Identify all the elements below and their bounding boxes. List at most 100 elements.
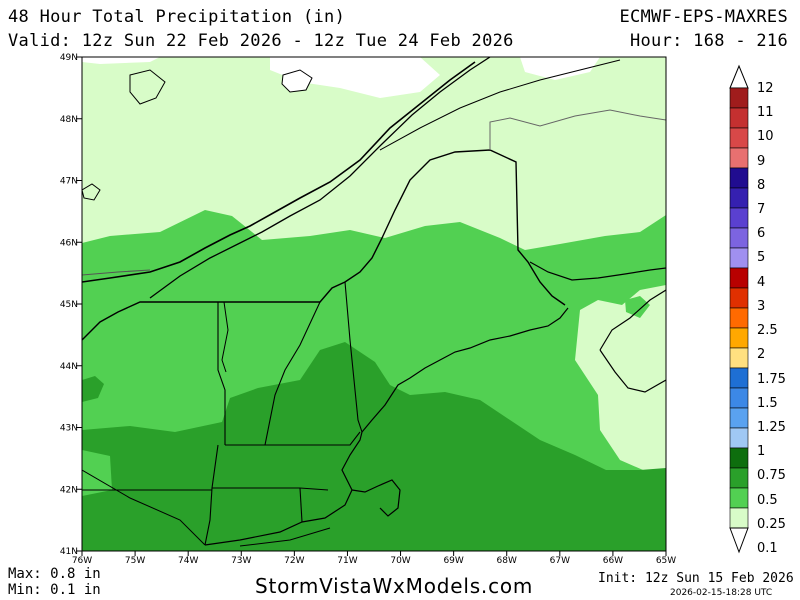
lake-champlain — [221, 301, 229, 373]
lon-label: 71W — [337, 556, 357, 566]
colorbar-level-label: 10 — [757, 129, 774, 145]
lon-label: 76W — [72, 556, 92, 566]
colorbar-level-label: 1.5 — [757, 395, 778, 411]
lat-label: 49N — [60, 53, 78, 63]
colorbar-swatch — [729, 347, 749, 369]
lon-label: 65W — [656, 556, 676, 566]
site-watermark: StormVistaWxModels.com — [255, 574, 534, 598]
precip-band-0-5 — [82, 342, 666, 551]
lon-label: 66W — [603, 556, 623, 566]
state-line — [217, 302, 226, 445]
state-line — [299, 487, 303, 523]
colorbar-level-label: 0.1 — [757, 541, 778, 556]
river — [82, 269, 151, 276]
state-line — [82, 469, 206, 546]
coastline-nova-scotia — [599, 349, 666, 393]
colorbar-level-label: 6 — [757, 226, 766, 242]
colorbar-swatch — [729, 407, 749, 429]
border-us-canada — [82, 149, 566, 341]
colorbar-level-label: 5 — [757, 250, 766, 266]
coastline — [204, 307, 569, 546]
colorbar-swatch — [729, 367, 749, 389]
latitude-axis: 49N 48N 47N 46N 45N 44N 43N 42N 41N — [60, 53, 82, 557]
colorbar-level-label: 0.5 — [757, 492, 778, 508]
lat-label: 47N — [60, 177, 78, 187]
colorbar-swatch — [729, 327, 749, 349]
state-line — [264, 301, 321, 446]
lon-label: 67W — [550, 556, 570, 566]
colorbar-level-label: 1 — [757, 444, 766, 460]
precip-band-0-25 — [82, 450, 112, 496]
colorbar-swatch — [729, 167, 749, 189]
border-province — [489, 109, 666, 150]
state-line — [344, 281, 363, 433]
no-precip-area — [520, 57, 600, 80]
lat-label: 48N — [60, 115, 78, 125]
colorbar-swatch — [729, 487, 749, 509]
state-line — [225, 431, 361, 446]
colorbar-level-label: 1.75 — [757, 371, 786, 387]
model-name: ECMWF-EPS-MAXRES — [619, 7, 788, 27]
no-precip-area — [270, 57, 440, 98]
colorbar-swatch — [729, 287, 749, 309]
lon-label: 68W — [497, 556, 517, 566]
lon-label: 75W — [125, 556, 145, 566]
colorbar-swatch — [729, 307, 749, 329]
forecast-hour: Hour: 168 - 216 — [629, 31, 788, 51]
lat-label: 42N — [60, 485, 78, 495]
colorbar-level-label: 7 — [757, 202, 766, 218]
colorbar-level-label: 2.5 — [757, 323, 778, 339]
lake — [129, 69, 166, 105]
colorbar-swatch — [729, 187, 749, 209]
colorbar-arrow-bottom — [729, 527, 749, 554]
lat-label: 43N — [60, 424, 78, 434]
colorbar-swatch — [729, 267, 749, 289]
colorbar-level-label: 0.75 — [757, 468, 786, 484]
coastline-nova-scotia — [599, 289, 666, 351]
colorbar-swatch — [729, 87, 749, 109]
lat-label: 45N — [60, 300, 78, 310]
no-precip-area — [82, 57, 160, 64]
colorbar-level-label: 11 — [757, 105, 774, 121]
colorbar-swatch — [729, 427, 749, 449]
lon-label: 69W — [443, 556, 463, 566]
lat-label: 46N — [60, 238, 78, 248]
colorbar-level-label: 0.25 — [757, 516, 786, 532]
colorbar-level-label: 12 — [757, 81, 774, 96]
colorbar-swatch — [729, 247, 749, 269]
colorbar-level-label: 3 — [757, 298, 766, 314]
lat-label: 44N — [60, 362, 78, 372]
precip-band-0-5 — [82, 376, 104, 402]
min-value: Min: 0.1 in — [8, 582, 101, 598]
colorbar-swatch — [729, 107, 749, 129]
colorbar-level-label: 9 — [757, 153, 766, 169]
cape-cod — [351, 479, 401, 517]
colorbar-swatch — [729, 207, 749, 229]
st-lawrence-river — [82, 61, 476, 283]
colorbar-level-label: 8 — [757, 177, 766, 193]
river — [379, 59, 621, 151]
valid-period: Valid: 12z Sun 22 Feb 2026 - 12z Tue 24 … — [8, 31, 514, 51]
colorbar-swatch — [729, 147, 749, 169]
precip-band-0-25 — [625, 296, 650, 318]
island — [82, 183, 101, 201]
colorbar-level-label: 4 — [757, 274, 766, 290]
lon-label: 73W — [231, 556, 251, 566]
init-time: Init: 12z Sun 15 Feb 2026 — [598, 571, 794, 586]
state-line — [204, 444, 219, 546]
lon-label: 72W — [284, 556, 304, 566]
lat-label: 41N — [60, 547, 78, 557]
colorbar-arrow-top — [729, 64, 749, 89]
generated-timestamp: 2026-02-15-18:28 UTC — [670, 588, 773, 598]
colorbar-swatch — [729, 447, 749, 469]
colorbar-swatch — [729, 387, 749, 409]
lon-label: 70W — [390, 556, 410, 566]
long-island — [239, 527, 331, 547]
longitude-axis: 76W 75W 74W 73W 72W 71W 70W 69W 68W 67W 66W 65W — [72, 551, 676, 566]
max-value: Max: 0.8 in — [8, 566, 101, 582]
colorbar-swatch — [729, 507, 749, 529]
coastline-new-brunswick — [529, 261, 666, 281]
colorbar-swatch — [729, 227, 749, 249]
map-title: 48 Hour Total Precipitation (in) — [8, 7, 346, 27]
